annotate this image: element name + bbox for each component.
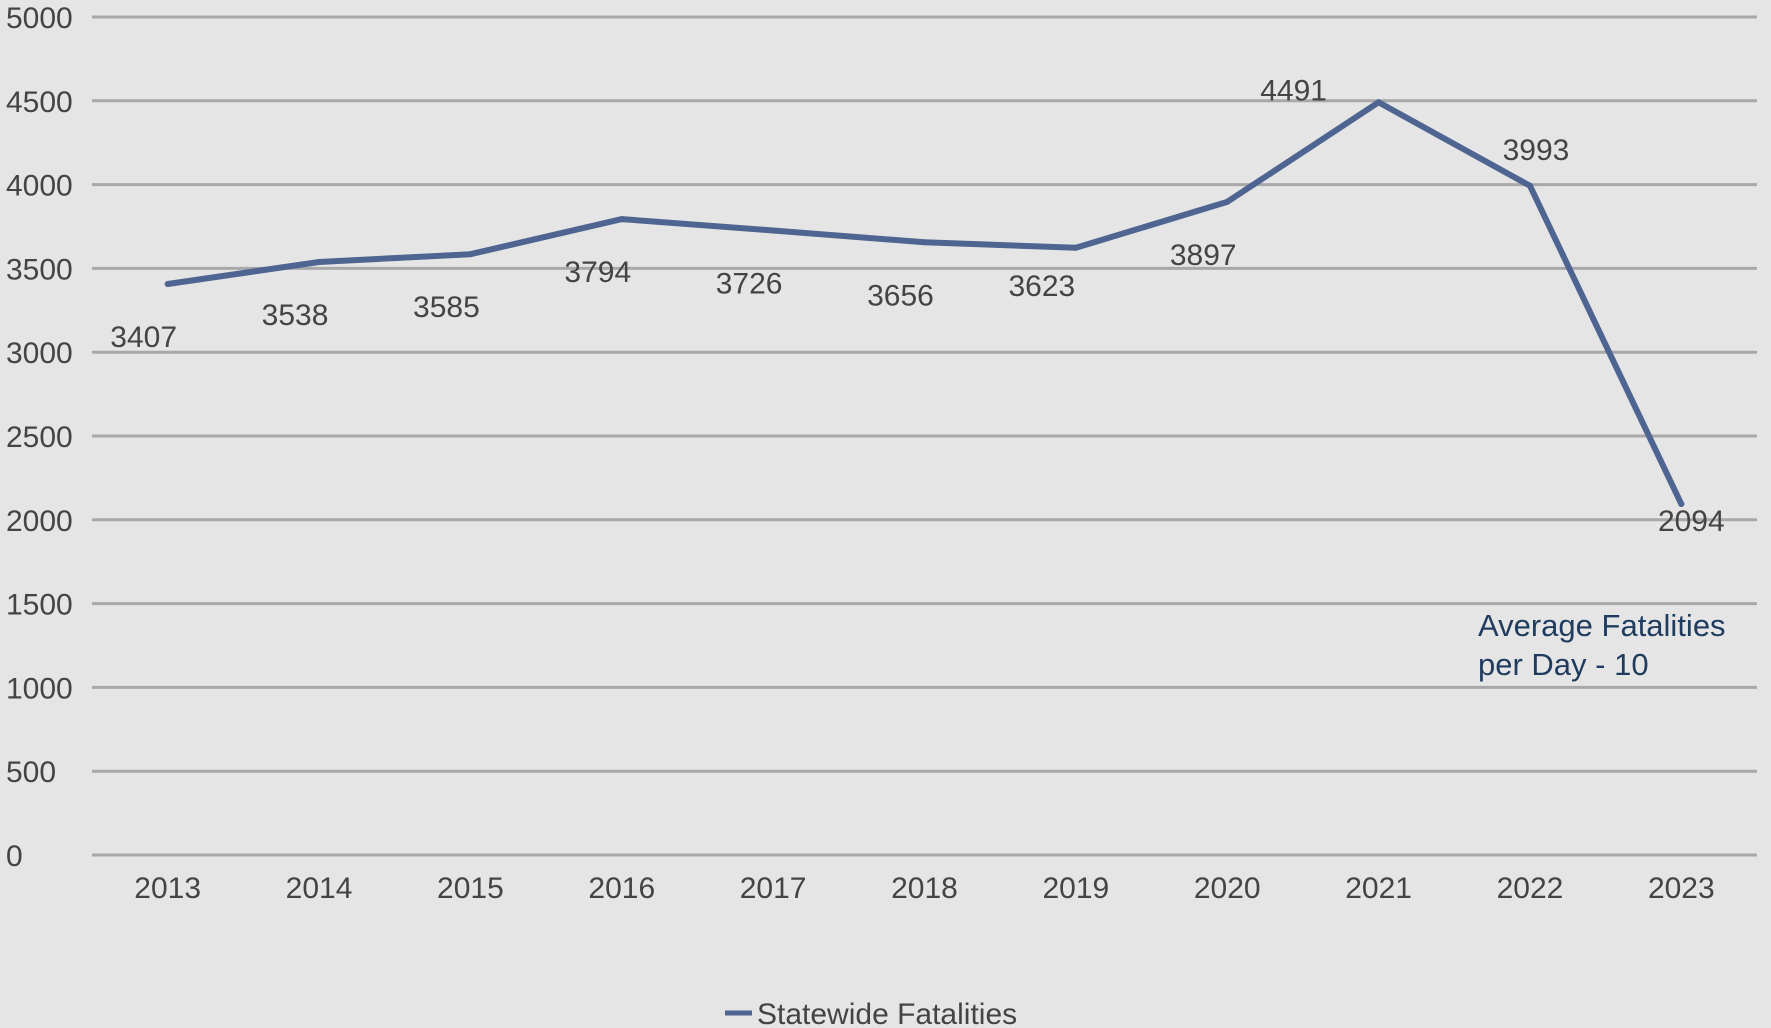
y-tick-label-5000: 5000: [6, 2, 73, 35]
data-point-2017: [770, 227, 777, 234]
data-point-2014: [316, 259, 323, 266]
data-label-2016: 3794: [564, 256, 631, 289]
x-tick-label-2022: 2022: [1497, 872, 1564, 905]
data-point-2023: [1678, 501, 1685, 508]
data-point-2022: [1526, 182, 1533, 189]
data-label-2021: 4491: [1260, 74, 1327, 107]
x-tick-label-2014: 2014: [286, 872, 353, 905]
legend-label: Statewide Fatalities: [757, 998, 1017, 1028]
x-tick-label-2020: 2020: [1194, 872, 1261, 905]
legend: Statewide Fatalities: [725, 998, 1017, 1028]
data-point-2021: [1375, 99, 1382, 106]
x-tick-label-2016: 2016: [588, 872, 655, 905]
x-tick-label-2019: 2019: [1042, 872, 1109, 905]
data-point-2019: [1072, 244, 1079, 251]
data-label-2022: 3993: [1503, 134, 1570, 167]
series-lines: [164, 99, 1685, 508]
gridlines: [92, 15, 1757, 857]
x-tick-label-2023: 2023: [1648, 872, 1715, 905]
data-point-2013: [164, 280, 171, 287]
y-tick-label-1000: 1000: [6, 672, 73, 705]
annotation-line-1: Average Fatalities: [1478, 608, 1726, 643]
x-tick-label-2013: 2013: [134, 872, 201, 905]
data-label-2019: 3623: [1008, 270, 1075, 303]
y-tick-label-3000: 3000: [6, 337, 73, 370]
data-label-2017: 3726: [716, 268, 783, 301]
x-tick-label-2017: 2017: [740, 872, 807, 905]
y-tick-label-500: 500: [6, 756, 56, 789]
y-tick-label-4500: 4500: [6, 86, 73, 119]
data-label-2018: 3656: [867, 279, 934, 312]
y-tick-label-3500: 3500: [6, 253, 73, 286]
data-labels: 3407 3538 3585 3794 3726 3656 3623 3897 4491 3993…: [110, 74, 1724, 538]
y-tick-label-2500: 2500: [6, 421, 73, 454]
data-point-2018: [921, 239, 928, 246]
data-point-2015: [467, 251, 474, 258]
annotation-line-2: per Day - 10: [1478, 647, 1649, 682]
data-label-2014: 3538: [262, 299, 329, 332]
data-label-2015: 3585: [413, 291, 480, 324]
data-label-2023: 2094: [1658, 505, 1725, 538]
x-tick-label-2021: 2021: [1345, 872, 1412, 905]
data-label-2020: 3897: [1170, 239, 1237, 272]
data-point-2016: [618, 216, 625, 223]
x-tick-label-2018: 2018: [891, 872, 958, 905]
data-label-2013: 3407: [110, 321, 177, 354]
y-tick-label-2000: 2000: [6, 505, 73, 538]
y-tick-label-1500: 1500: [6, 589, 73, 622]
x-tick-label-2015: 2015: [437, 872, 504, 905]
y-tick-label-4000: 4000: [6, 170, 73, 203]
x-axis-ticks: 2013 2014 2015 2016 2017 2018 2019 2020 2021 2022…: [134, 872, 1714, 905]
data-point-2020: [1224, 198, 1231, 205]
y-axis-ticks: 0 500 1000 1500 2000 2500 3000 3500 4000 4500 5000: [6, 2, 73, 873]
y-tick-label-0: 0: [6, 840, 23, 873]
